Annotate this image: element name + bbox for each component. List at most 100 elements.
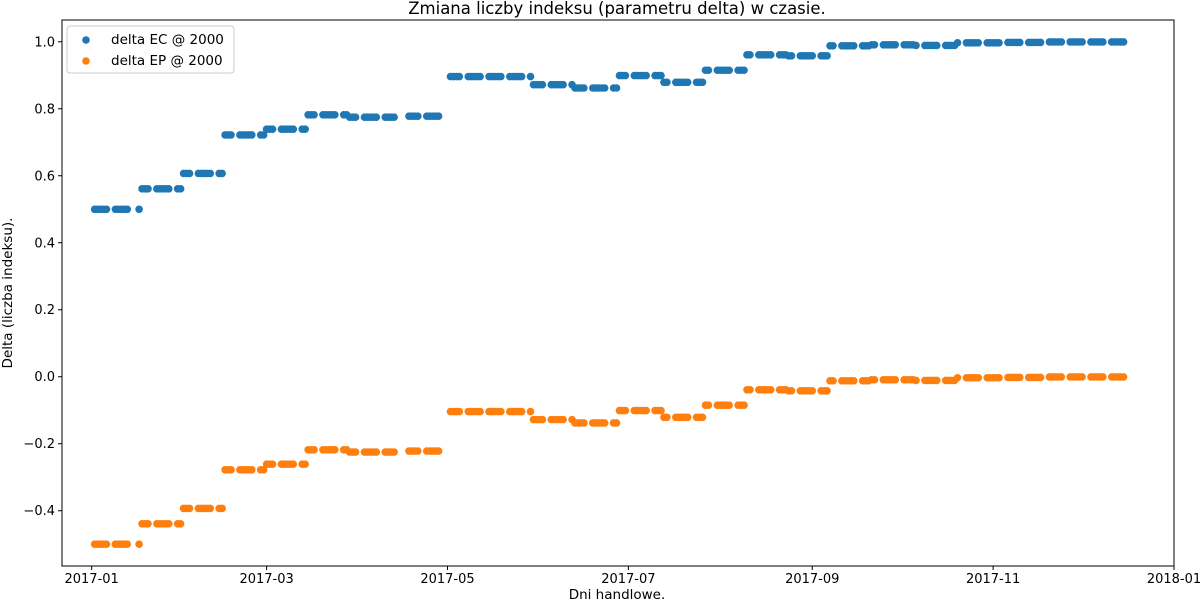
- data-point: [808, 387, 817, 395]
- data-point: [351, 113, 360, 121]
- data-point: [289, 125, 298, 133]
- data-point: [580, 419, 588, 427]
- data-point: [268, 125, 277, 133]
- data-point: [870, 40, 879, 49]
- data-point: [891, 375, 900, 384]
- data-point: [746, 51, 754, 59]
- data-point: [974, 38, 983, 47]
- data-point: [434, 112, 443, 120]
- y-tick-label: 0.8: [34, 102, 55, 117]
- data-point: [1057, 38, 1066, 46]
- data-point: [331, 111, 339, 119]
- data-point: [663, 413, 671, 422]
- data-point: [559, 80, 567, 89]
- legend-label-ec: delta EC @ 2000: [111, 32, 224, 48]
- data-point: [434, 447, 443, 455]
- data-point: [123, 540, 132, 549]
- data-point: [476, 407, 484, 416]
- x-tick-label: 2017-09: [785, 572, 839, 587]
- data-point: [740, 401, 748, 410]
- data-point: [206, 169, 215, 178]
- data-point: [247, 466, 256, 474]
- chart-title: Zmiana liczby indeksu (parametru delta) …: [408, 0, 826, 18]
- data-point: [642, 71, 650, 80]
- data-point: [995, 38, 1003, 47]
- data-point: [787, 52, 796, 60]
- data-point: [526, 407, 535, 416]
- data-point: [414, 112, 422, 120]
- data-point: [932, 41, 941, 50]
- data-point: [497, 407, 505, 416]
- y-axis-ticks: −0.4 −0.2 0.0 0.2 0.4 0.6 0.8 1.0: [23, 35, 62, 519]
- data-point: [1078, 38, 1086, 46]
- data-point: [932, 376, 941, 385]
- y-tick-label: −0.4: [23, 504, 55, 519]
- data-point: [102, 540, 111, 549]
- data-point: [823, 52, 831, 60]
- x-tick-label: 2017-01: [64, 572, 118, 587]
- x-tick-label: 2017-07: [601, 572, 655, 587]
- y-tick-label: −0.2: [23, 437, 55, 452]
- data-point: [663, 78, 671, 87]
- data-point: [642, 406, 650, 415]
- data-point: [849, 376, 858, 385]
- data-point: [1078, 373, 1086, 381]
- data-point: [612, 84, 621, 92]
- data-point: [621, 71, 630, 80]
- data-point: [185, 169, 194, 178]
- legend: delta EC @ 2000 delta EP @ 2000: [66, 25, 235, 74]
- data-point: [526, 72, 535, 81]
- y-tick-label: 0.6: [34, 169, 55, 184]
- data-point: [185, 504, 194, 513]
- data-point: [164, 185, 173, 193]
- data-point: [725, 401, 733, 410]
- data-point: [227, 466, 235, 474]
- data-point: [849, 41, 858, 50]
- data-point: [1036, 373, 1045, 382]
- data-point: [698, 78, 707, 87]
- data-point: [580, 84, 588, 92]
- data-point: [1016, 373, 1024, 382]
- data-point: [725, 66, 733, 75]
- data-points: [90, 38, 1128, 549]
- data-point: [683, 413, 692, 422]
- data-point: [259, 131, 268, 139]
- data-point: [1119, 38, 1128, 46]
- plot-frame: [61, 19, 1175, 567]
- x-axis-label: Dni handlowe.: [569, 587, 666, 603]
- data-point: [144, 185, 152, 193]
- x-axis-ticks: 2017-01 2017-03 2017-05 2017-07 2017-09 2017-…: [64, 566, 1201, 587]
- data-point: [227, 131, 235, 139]
- data-point: [144, 519, 152, 528]
- data-point: [912, 376, 920, 385]
- data-point: [206, 504, 215, 513]
- x-tick-label: 2017-03: [239, 572, 293, 587]
- data-point: [600, 419, 609, 427]
- data-point: [766, 386, 775, 394]
- data-point: [517, 407, 526, 416]
- data-point: [164, 519, 173, 528]
- data-point: [497, 72, 505, 81]
- data-point: [698, 413, 707, 422]
- data-point: [310, 445, 318, 454]
- data-point: [657, 406, 665, 415]
- data-point: [455, 407, 464, 416]
- legend-marker-ec: [82, 36, 90, 44]
- data-point: [372, 448, 381, 456]
- data-point: [612, 419, 621, 427]
- data-point: [259, 466, 268, 474]
- data-point: [1099, 38, 1107, 46]
- data-point: [974, 373, 983, 382]
- series-ep-points: [90, 373, 1128, 549]
- data-point: [600, 84, 609, 92]
- data-point: [218, 504, 226, 513]
- data-point: [414, 447, 422, 455]
- x-tick-label: 2017-05: [420, 572, 474, 587]
- data-point: [517, 72, 526, 81]
- legend-label-ep: delta EP @ 2000: [111, 53, 223, 69]
- data-point: [621, 406, 630, 415]
- data-point: [538, 80, 547, 89]
- data-point: [1119, 373, 1128, 381]
